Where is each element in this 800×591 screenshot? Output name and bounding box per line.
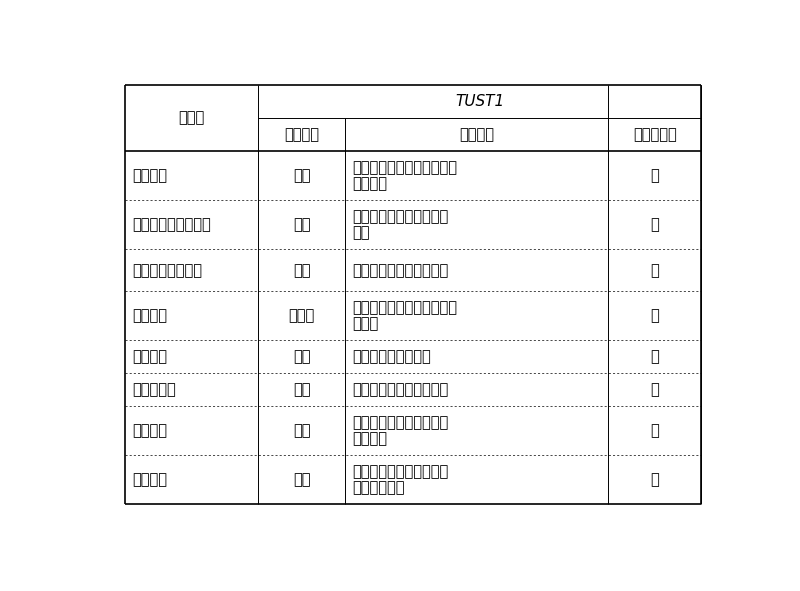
Text: 培养基: 培养基 <box>178 111 205 125</box>
Text: 可溶性色素: 可溶性色素 <box>633 127 677 142</box>
Text: 良好: 良好 <box>352 225 370 240</box>
Text: 白色，绒状，致密，褶皱，: 白色，绒状，致密，褶皱， <box>352 160 458 175</box>
Text: 白色，绒状，致密，生长: 白色，绒状，致密，生长 <box>352 209 449 225</box>
Text: 无: 无 <box>650 263 659 278</box>
Text: 葡萄糖天门冬素琼脂: 葡萄糖天门冬素琼脂 <box>132 217 211 232</box>
Text: 无: 无 <box>650 423 659 438</box>
Text: 雪白色，棉絮状，疏松，: 雪白色，棉絮状，疏松， <box>352 415 449 430</box>
Text: 无: 无 <box>650 472 659 487</box>
Text: 察氏琼脂: 察氏琼脂 <box>132 309 167 323</box>
Text: 无: 无 <box>650 349 659 364</box>
Text: 绒粉状: 绒粉状 <box>352 316 378 331</box>
Text: 甘油天门冬素琼脂: 甘油天门冬素琼脂 <box>132 263 202 278</box>
Text: 马铃薯块: 马铃薯块 <box>132 423 167 438</box>
Text: 白色，绒粉状，生长良好: 白色，绒粉状，生长良好 <box>352 382 449 397</box>
Text: 燕麦粉琼脂: 燕麦粉琼脂 <box>132 382 176 397</box>
Text: 生长良好: 生长良好 <box>352 431 387 446</box>
Text: 无色: 无色 <box>293 382 310 397</box>
Text: 无色: 无色 <box>293 217 310 232</box>
Text: 淀粉琼脂: 淀粉琼脂 <box>132 349 167 364</box>
Text: 灰白色，绒状，致密，褶: 灰白色，绒状，致密，褶 <box>352 464 449 479</box>
Text: 无色: 无色 <box>293 423 310 438</box>
Text: 无: 无 <box>650 382 659 397</box>
Text: 白色，薄，生长较差: 白色，薄，生长较差 <box>352 349 431 364</box>
Text: 无色: 无色 <box>293 472 310 487</box>
Text: 无: 无 <box>650 217 659 232</box>
Text: 无色: 无色 <box>293 168 310 183</box>
Text: 皱，生长良好: 皱，生长良好 <box>352 480 405 495</box>
Text: 白色，棉絮状，生长良好: 白色，棉絮状，生长良好 <box>352 263 449 278</box>
Text: 生长良好: 生长良好 <box>352 176 387 191</box>
Text: 基内菌丝: 基内菌丝 <box>284 127 319 142</box>
Text: 无: 无 <box>650 309 659 323</box>
Text: 无色: 无色 <box>293 263 310 278</box>
Text: 营养琼脂: 营养琼脂 <box>132 472 167 487</box>
Text: 灰白色: 灰白色 <box>288 309 314 323</box>
Text: 略黄: 略黄 <box>293 349 310 364</box>
Text: 无: 无 <box>650 168 659 183</box>
Text: TUST1: TUST1 <box>455 94 504 109</box>
Text: 高氏一号: 高氏一号 <box>132 168 167 183</box>
Text: 灰白色，生长良好，疏松，: 灰白色，生长良好，疏松， <box>352 300 458 316</box>
Text: 气生菌丝: 气生菌丝 <box>459 127 494 142</box>
